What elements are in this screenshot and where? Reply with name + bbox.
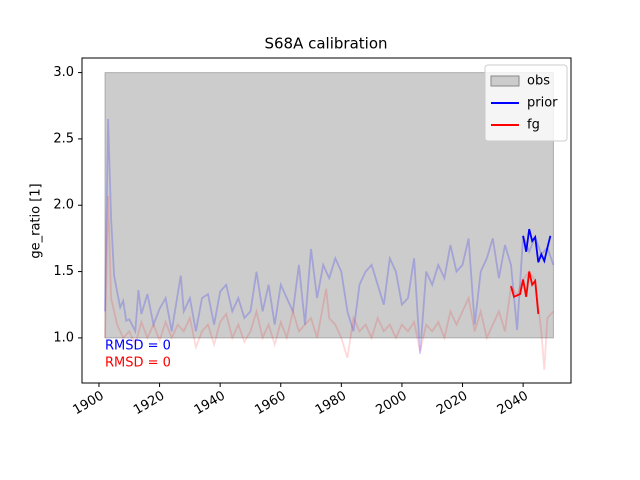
y-tick-label: 1.0 (53, 330, 74, 345)
x-tick-label: 1980 (313, 389, 349, 419)
annotation: RMSD = 0 (105, 356, 171, 371)
x-tick-label: 1920 (131, 389, 167, 419)
y-tick-label: 2.5 (53, 131, 74, 146)
legend-label: prior (527, 96, 558, 111)
legend-patch (490, 75, 520, 87)
series-line (510, 271, 540, 315)
x-tick-label: 1940 (192, 389, 228, 419)
x-tick-label: 1960 (252, 389, 288, 419)
obs-band (104, 72, 554, 339)
series-line (104, 195, 555, 370)
y-tick-label: 3.0 (53, 65, 74, 80)
annotation: RMSD = 0 (105, 339, 171, 354)
x-tick-label: 2040 (495, 389, 531, 419)
chart-title: S68A calibration (264, 35, 387, 53)
legend-label: fg (527, 118, 540, 133)
y-tick-label: 1.5 (53, 264, 74, 279)
series-line (104, 118, 555, 354)
x-tick-label: 2000 (374, 389, 410, 419)
legend-label: obs (527, 74, 550, 89)
x-tick-label: 2020 (434, 389, 470, 419)
axes-frame (81, 57, 572, 384)
x-tick-label: 1900 (71, 389, 107, 419)
series-line (522, 228, 552, 264)
y-axis-label: ge_ratio [1] (29, 183, 44, 258)
y-tick-label: 2.0 (53, 198, 74, 213)
